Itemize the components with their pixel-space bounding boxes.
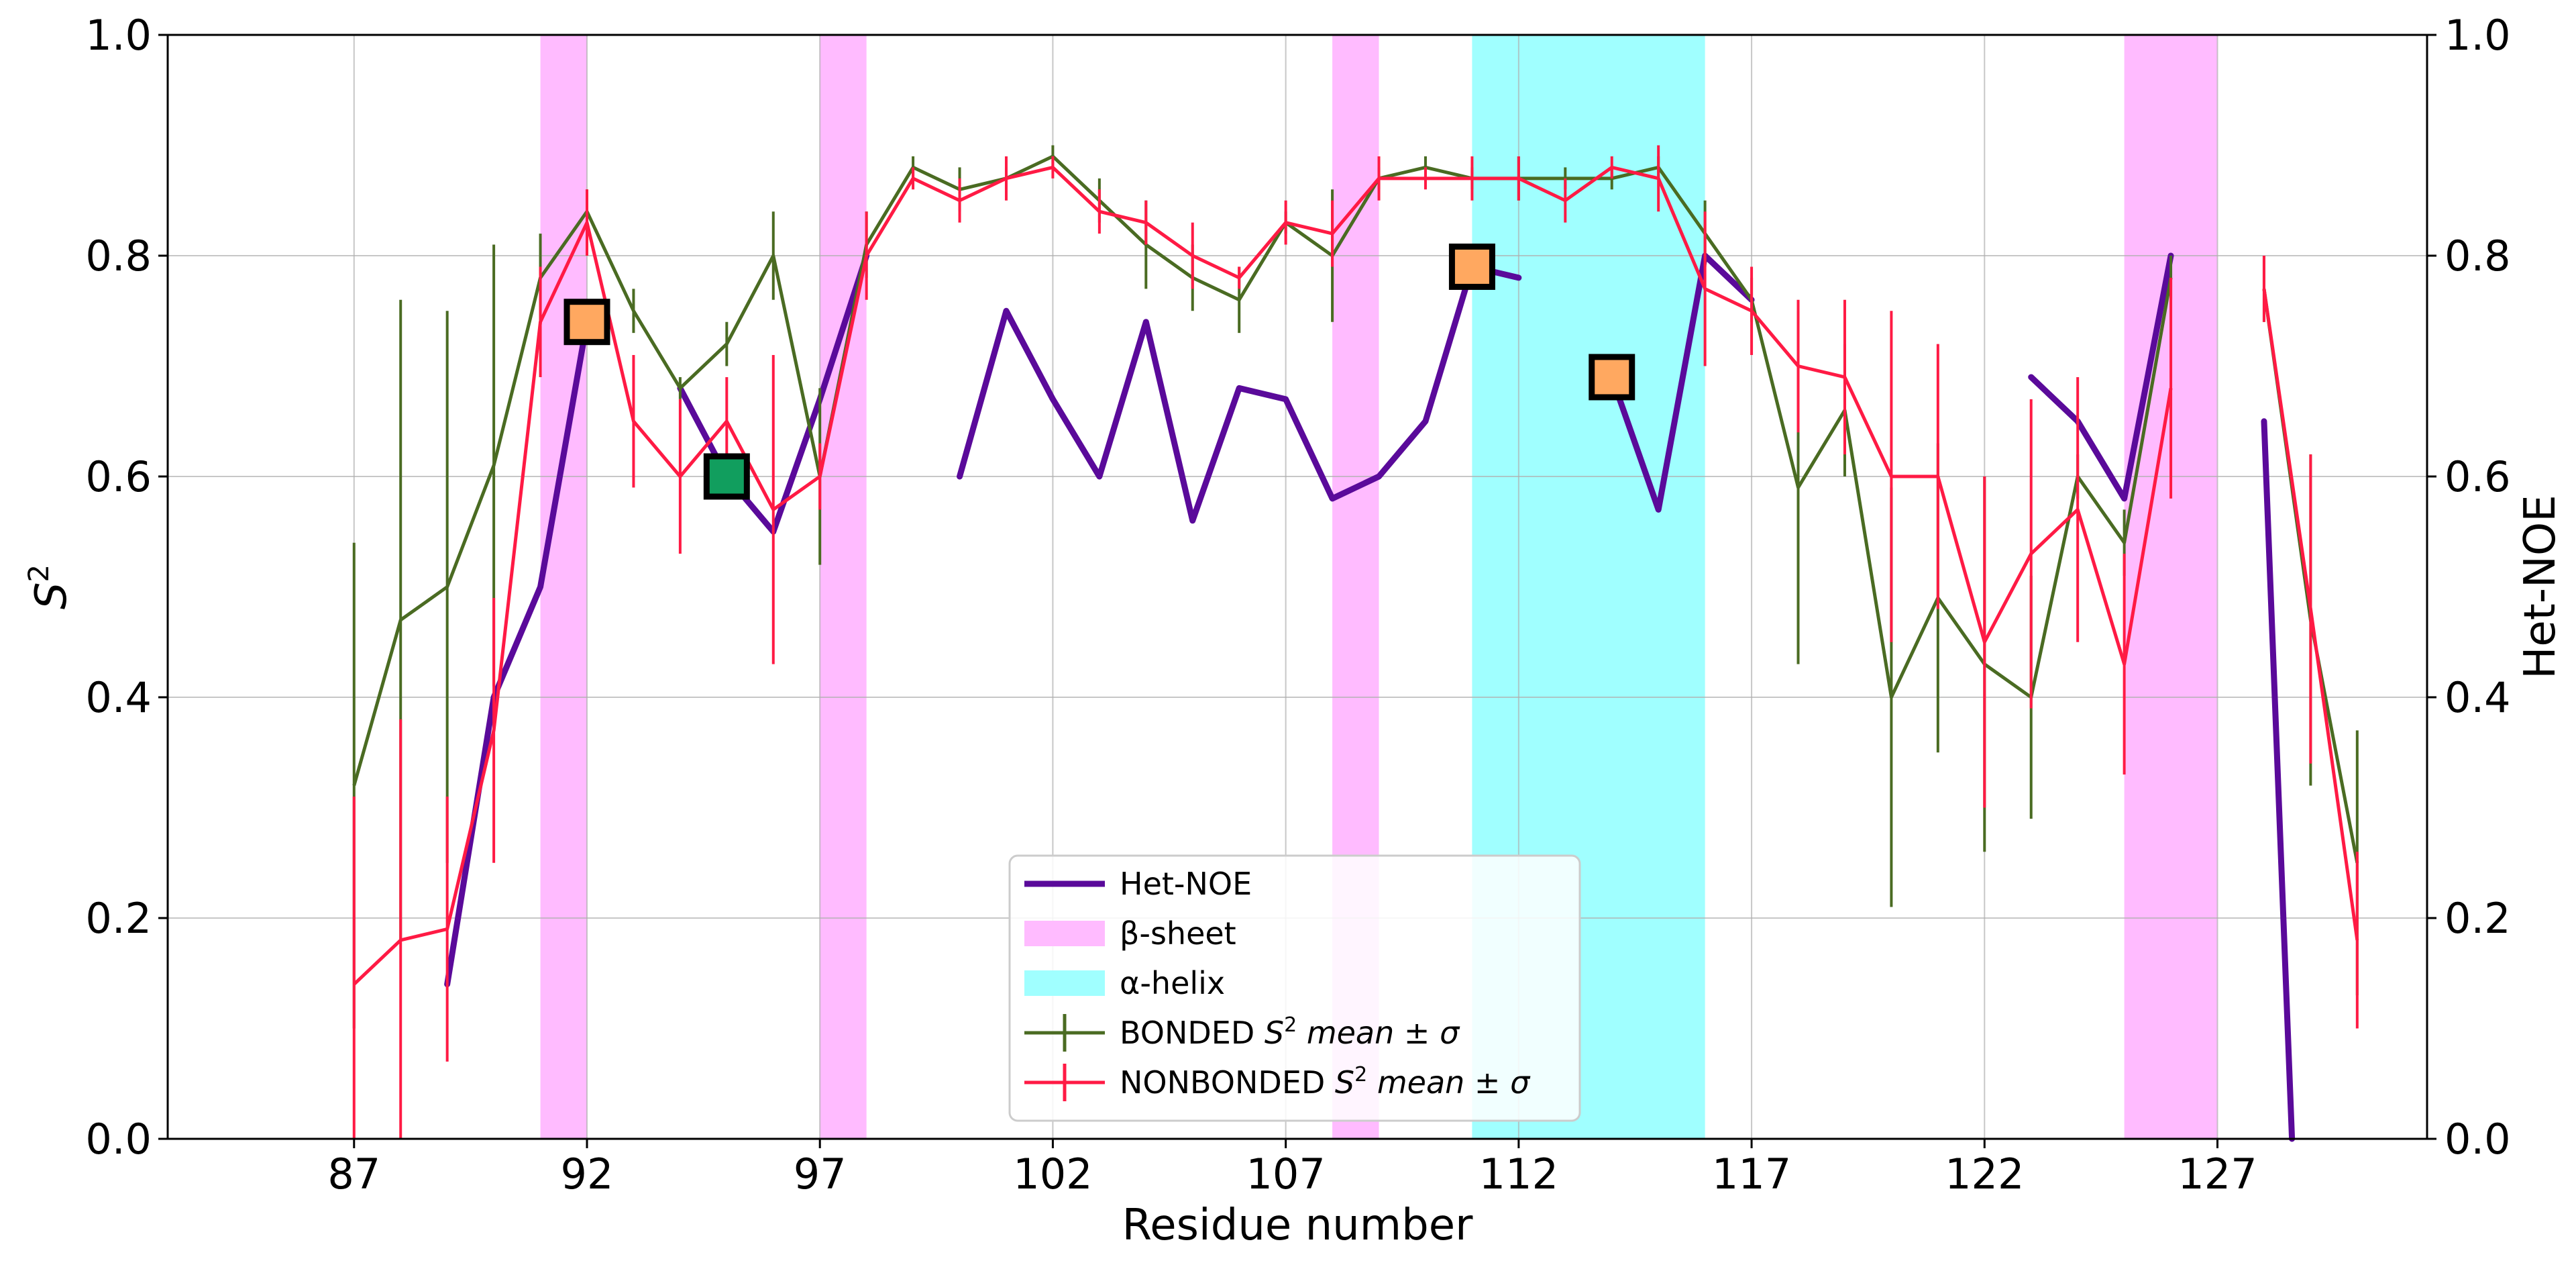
axes-layer: 87 92 97 102 107 112 117 122 127 0.0 0.2 0.4 0.6 0.8 1… [22,11,2565,1250]
highlight-marker [1448,243,1495,290]
y-axis-title: S2 [22,564,76,609]
x-tick-label: 87 [327,1150,380,1199]
y2-tick-label: 0.0 [2445,1115,2511,1164]
y-axis-title-base: S [27,583,76,610]
y-axis-title-superscript: 2 [22,564,55,583]
y2-tick-label: 0.2 [2445,894,2511,943]
legend-label: β-sheet [1120,915,1236,952]
series-layer [352,145,2359,1142]
x-tick-label: 102 [1013,1150,1092,1199]
legend-label-text: NONBONDED [1120,1064,1335,1101]
y-tick-label: 0.4 [85,673,152,722]
x-axis-title: Residue number [1122,1201,1473,1250]
beta-sheet-region [540,35,587,1139]
legend-label: Het-NOE [1120,866,1252,902]
legend-label-math: S [1265,1015,1284,1051]
legend-swatch-patch [1024,970,1105,996]
legend-label: NONBONDED S2 mean ± σ [1120,1063,1531,1101]
legend-label-text: Het-NOE [1120,866,1252,902]
legend-label-tail: mean ± σ [1367,1064,1531,1101]
het-noe-line [957,263,1522,524]
marker-layer [564,243,1635,500]
x-tick-label: 97 [794,1150,847,1199]
y-tick-label: 0.8 [85,232,152,281]
nonbonded-s2-line [353,165,2173,986]
legend-label-text: BONDED [1120,1015,1265,1051]
y2-tick-label: 0.8 [2445,232,2511,281]
x-tick-label: 117 [1712,1150,1791,1199]
legend-label-superscript: 2 [1354,1063,1367,1086]
legend-label-math: S [1335,1064,1354,1101]
y-tick-label: 0.2 [85,894,152,943]
legend-label-superscript: 2 [1284,1013,1297,1037]
legend-label-text: β-sheet [1120,915,1236,952]
het-noe-line [2261,418,2296,1142]
y-tick-label: 0.6 [85,452,152,501]
legend-swatch-patch [1024,921,1105,946]
x-tick-label: 92 [561,1150,614,1199]
bonded-s2-line [352,154,2173,787]
nonbonded-s2-line [2262,288,2359,941]
highlight-marker [564,299,610,346]
y2-tick-label: 1.0 [2445,11,2511,60]
legend-label-text: α-helix [1120,965,1225,1001]
y-tick-label: 0.0 [85,1115,152,1164]
x-tick-label: 112 [1479,1150,1558,1199]
legend-label: BONDED S2 mean ± σ [1120,1013,1460,1051]
legend-label: α-helix [1120,965,1225,1001]
y2-tick-label: 0.4 [2445,673,2511,722]
highlight-marker [1589,354,1635,401]
het-noe-line [2028,252,2174,502]
y2-tick-label: 0.6 [2445,452,2511,501]
y2-axis-title: Het-NOE [2516,495,2565,678]
x-tick-label: 122 [1945,1150,2024,1199]
legend-label-tail: mean ± σ [1297,1015,1460,1051]
highlight-marker [703,453,750,500]
x-tick-label: 127 [2178,1150,2257,1199]
y-tick-label: 1.0 [85,11,152,60]
legend-box [1008,854,1581,1122]
x-tick-label: 107 [1246,1150,1325,1199]
het-noe-line [1609,252,1755,513]
het-noe-line [444,319,590,988]
beta-sheet-region [820,35,867,1139]
plot-frame [166,34,2428,1140]
beta-sheet-region [2124,35,2218,1139]
